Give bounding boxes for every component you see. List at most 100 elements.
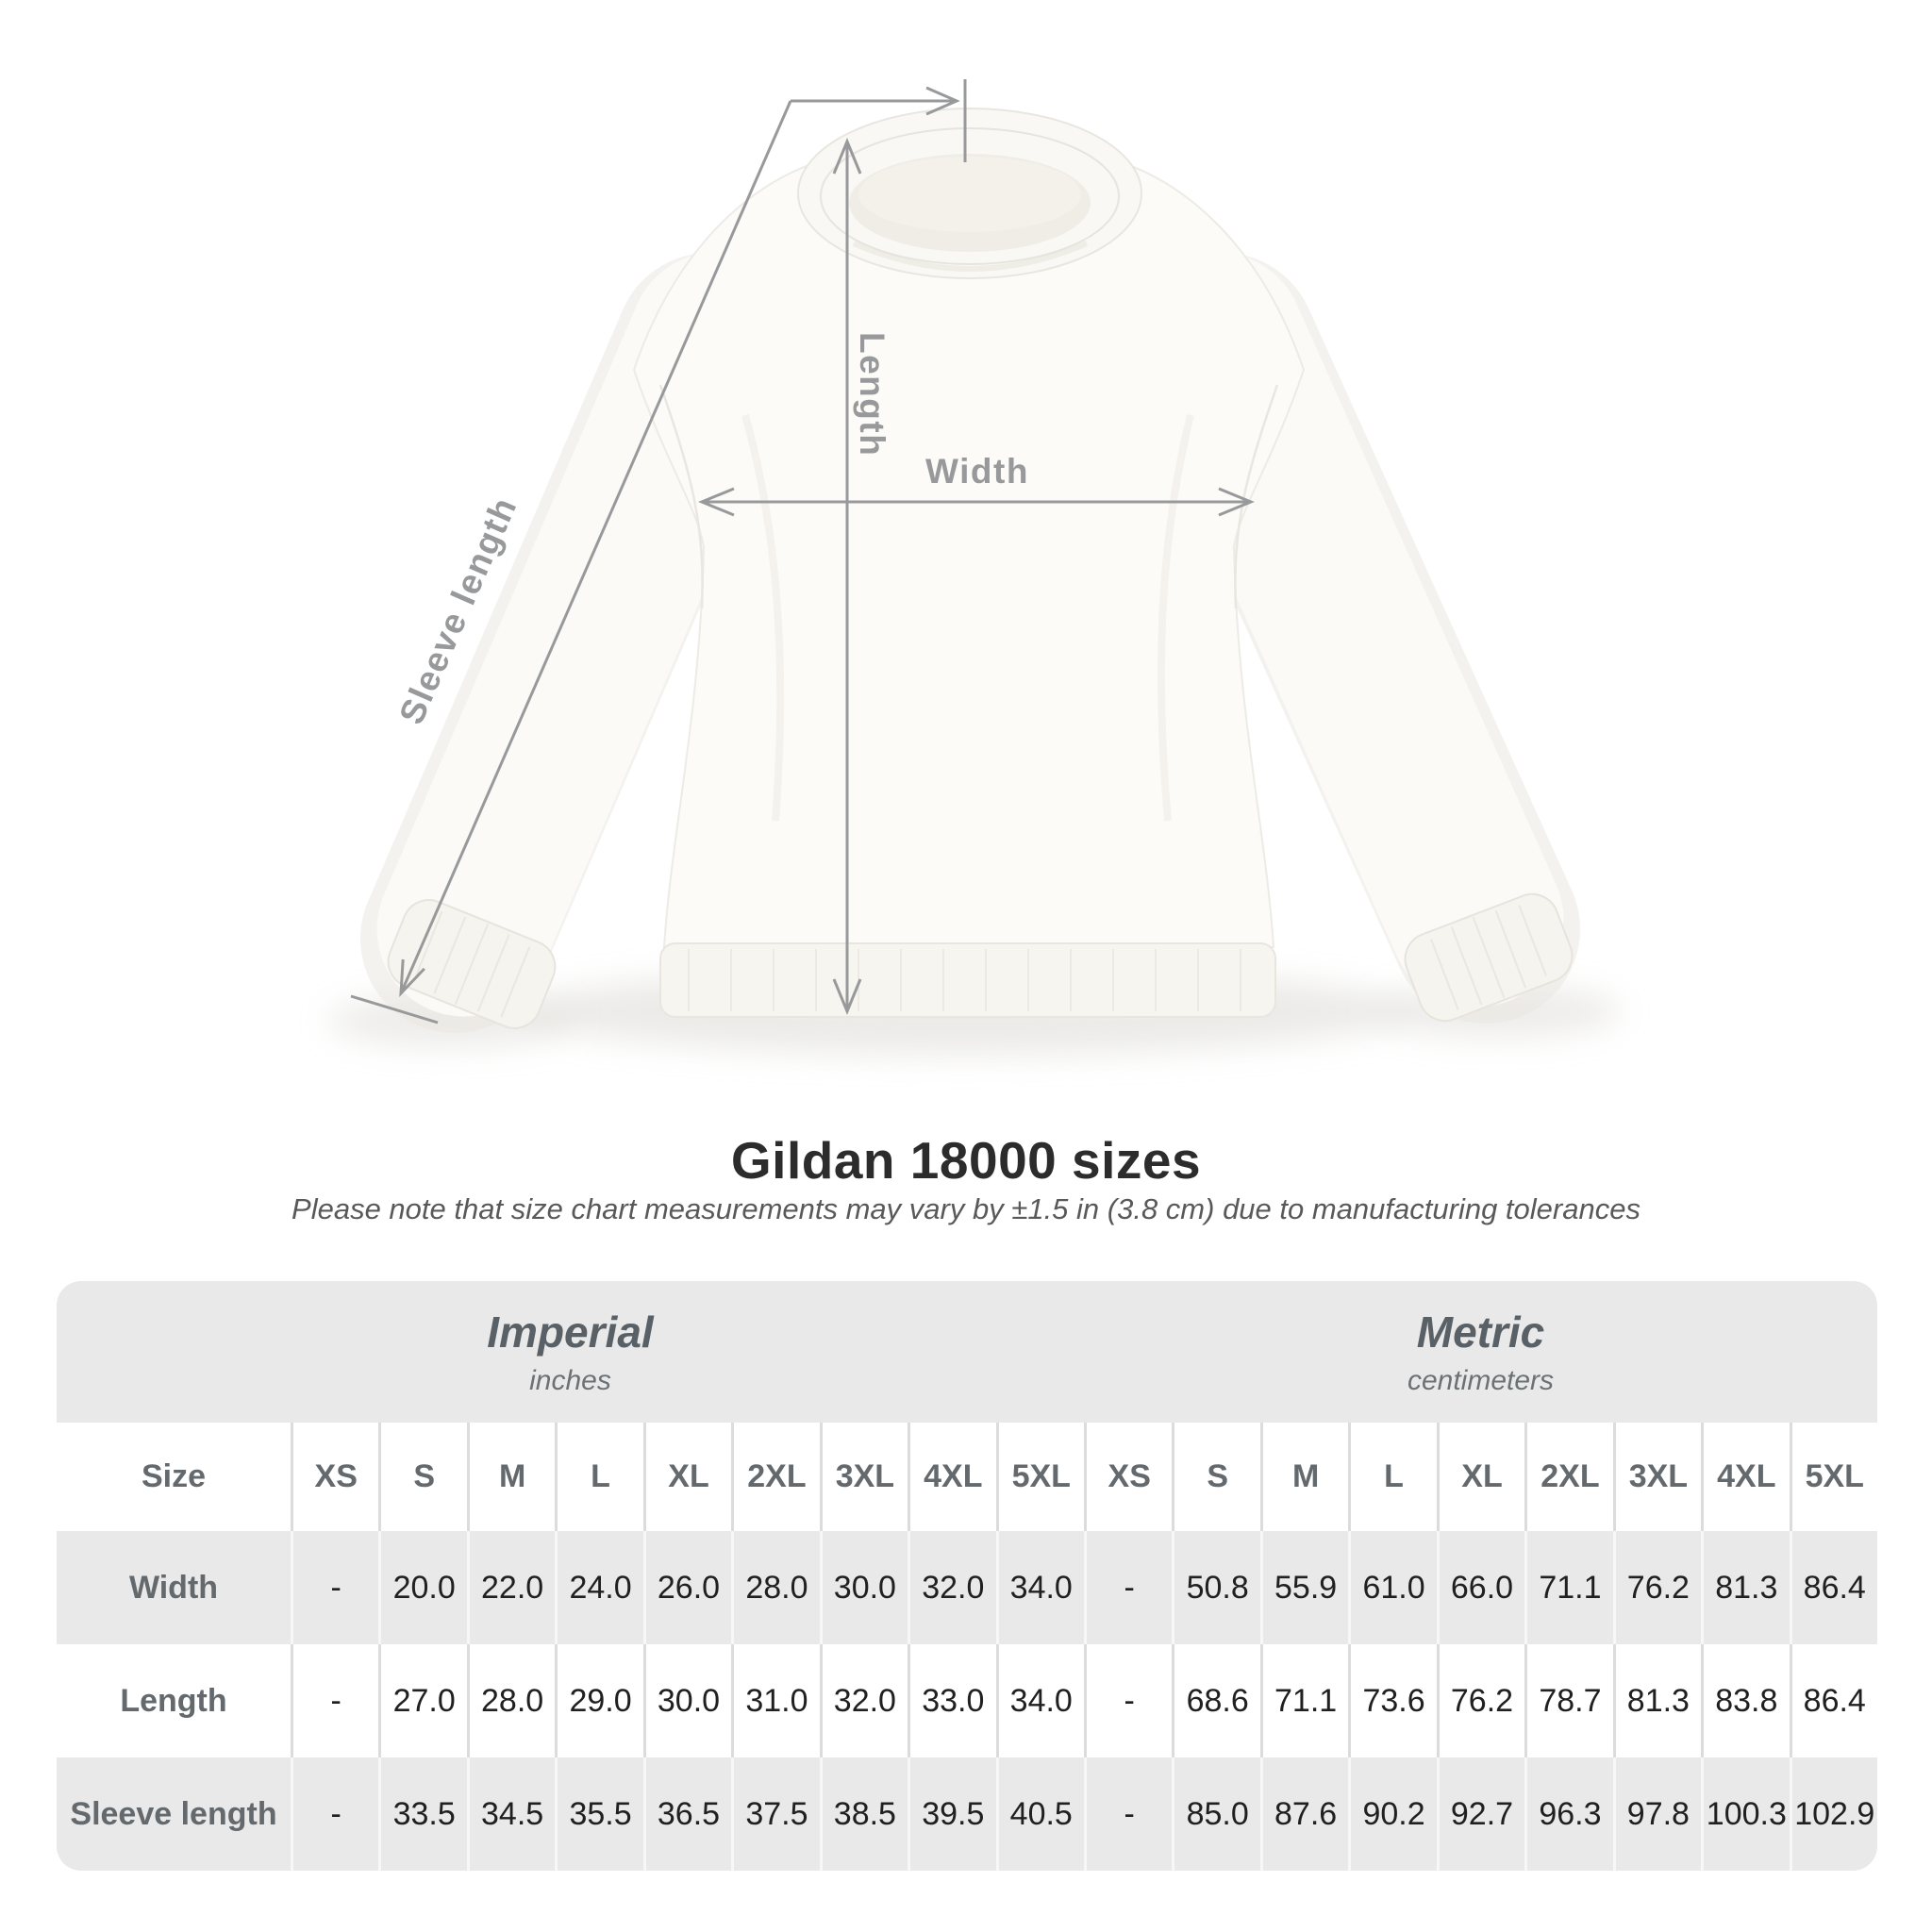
arrowhead-up xyxy=(832,138,862,175)
imperial-header-units: inches xyxy=(529,1365,611,1396)
value-cell: 37.5 xyxy=(731,1757,819,1871)
value-cell: 28.0 xyxy=(731,1531,819,1644)
value-cell: 86.4 xyxy=(1789,1531,1877,1644)
metric-header-title: Metric xyxy=(1416,1307,1545,1357)
arrowhead-down xyxy=(832,978,862,1015)
value-cell: 40.5 xyxy=(995,1757,1084,1871)
arrowhead-right xyxy=(925,86,960,116)
unit-header-row: Imperial inches Metric centimeters xyxy=(57,1281,1877,1423)
hem-band xyxy=(659,942,1276,1018)
value-cell: 50.8 xyxy=(1172,1531,1259,1644)
size-column-header: Size xyxy=(141,1458,207,1494)
right-cuff xyxy=(1404,892,1574,1023)
value-cell: 29.0 xyxy=(555,1644,642,1757)
value-cell: 81.3 xyxy=(1612,1644,1701,1757)
size-col-header: 5XL xyxy=(995,1423,1084,1531)
size-col-header: S xyxy=(1172,1423,1259,1531)
length-measure xyxy=(832,138,862,1015)
sleeve-length-row: Sleeve length -33.5 34.5 35.5 36.5 37.5 38.5 39… xyxy=(57,1757,1877,1871)
end-tick xyxy=(350,994,439,1024)
value-cell: 78.7 xyxy=(1524,1644,1612,1757)
length-measure-label: Length xyxy=(853,332,891,457)
width-row: Width -20.0 22.0 24.0 26.0 28.0 30.0 32.0 34.0-5… xyxy=(57,1531,1877,1644)
value-cell: 33.0 xyxy=(908,1644,995,1757)
size-table: Imperial inches Metric centimeters Size … xyxy=(57,1281,1877,1871)
value-cell: 66.0 xyxy=(1436,1531,1524,1644)
value-cell: 85.0 xyxy=(1172,1757,1259,1871)
value-cell: 96.3 xyxy=(1524,1757,1612,1871)
value-cell: - xyxy=(291,1757,378,1871)
value-cell: 87.6 xyxy=(1259,1757,1348,1871)
value-cell: 30.0 xyxy=(819,1531,908,1644)
imperial-header-title: Imperial xyxy=(487,1307,654,1357)
size-col-header: M xyxy=(466,1423,555,1531)
value-cell: 71.1 xyxy=(1524,1531,1612,1644)
size-col-header: XL xyxy=(1436,1423,1524,1531)
size-col-header: XS xyxy=(291,1423,378,1531)
size-col-header: S xyxy=(378,1423,466,1531)
value-cell: 92.7 xyxy=(1436,1757,1524,1871)
value-cell: 97.8 xyxy=(1612,1757,1701,1871)
value-cell: 100.3 xyxy=(1701,1757,1789,1871)
value-cell: 24.0 xyxy=(555,1531,642,1644)
value-cell: 38.5 xyxy=(819,1757,908,1871)
metric-header-units: centimeters xyxy=(1407,1365,1555,1396)
value-cell: 36.5 xyxy=(642,1757,731,1871)
sweatshirt-diagram: Width Length Sleeve length xyxy=(328,79,1621,1055)
value-cell: 34.5 xyxy=(466,1757,555,1871)
value-cell: 35.5 xyxy=(555,1757,642,1871)
size-col-header: XS xyxy=(1083,1423,1172,1531)
value-cell: 81.3 xyxy=(1701,1531,1789,1644)
value-cell: 68.6 xyxy=(1172,1644,1259,1757)
value-cell: 39.5 xyxy=(908,1757,995,1871)
size-col-header: 4XL xyxy=(1701,1423,1789,1531)
metric-header: Metric centimeters xyxy=(1084,1281,1877,1423)
value-cell: 31.0 xyxy=(731,1644,819,1757)
size-col-header: 2XL xyxy=(731,1423,819,1531)
size-col-header: L xyxy=(1348,1423,1436,1531)
value-cell: 34.0 xyxy=(995,1644,1084,1757)
value-cell: 71.1 xyxy=(1259,1644,1348,1757)
sweatshirt-body xyxy=(632,108,1306,1018)
value-cell: 30.0 xyxy=(642,1644,731,1757)
arrowhead-right xyxy=(1218,487,1255,517)
value-cell: - xyxy=(291,1644,378,1757)
row-label: Width xyxy=(128,1569,219,1606)
length-row: Length -27.0 28.0 29.0 30.0 31.0 32.0 33.0 34.0-… xyxy=(57,1644,1877,1757)
size-col-header: 3XL xyxy=(1612,1423,1701,1531)
size-col-header: 5XL xyxy=(1789,1423,1877,1531)
value-cell: 22.0 xyxy=(466,1531,555,1644)
row-label: Sleeve length xyxy=(70,1795,277,1832)
size-header-row: Size XS S M L XL 2XL 3XL 4XL 5XL XS S M L XL 2XL 3XL 4XL… xyxy=(57,1423,1877,1531)
value-cell: 20.0 xyxy=(378,1531,466,1644)
size-col-header: 4XL xyxy=(908,1423,995,1531)
value-cell: 76.2 xyxy=(1612,1531,1701,1644)
value-cell: 26.0 xyxy=(642,1531,731,1644)
tolerance-note: Please note that size chart measurements… xyxy=(291,1192,1641,1225)
size-col-header: 3XL xyxy=(819,1423,908,1531)
value-cell: - xyxy=(1083,1644,1172,1757)
value-cell: 55.9 xyxy=(1259,1531,1348,1644)
value-cell: 33.5 xyxy=(378,1757,466,1871)
size-col-header: L xyxy=(555,1423,642,1531)
width-measure xyxy=(698,487,1255,517)
value-cell: 90.2 xyxy=(1348,1757,1436,1871)
value-cell: 32.0 xyxy=(819,1644,908,1757)
value-cell: 76.2 xyxy=(1436,1644,1524,1757)
page-title: Gildan 18000 sizes xyxy=(730,1131,1202,1190)
value-cell: 34.0 xyxy=(995,1531,1084,1644)
width-measure-label: Width xyxy=(925,452,1029,491)
size-col-header: 2XL xyxy=(1524,1423,1612,1531)
left-cuff xyxy=(387,899,557,1029)
value-cell: 27.0 xyxy=(378,1644,466,1757)
sleeve-length-measure xyxy=(350,79,967,1024)
value-cell: 61.0 xyxy=(1348,1531,1436,1644)
crewneck-collar xyxy=(797,108,1142,279)
row-label: Length xyxy=(120,1682,227,1719)
value-cell: - xyxy=(1083,1531,1172,1644)
arrowhead-left xyxy=(698,487,735,517)
measurement-overlay xyxy=(350,79,1255,1024)
value-cell: 83.8 xyxy=(1701,1644,1789,1757)
value-cell: 102.9 xyxy=(1789,1757,1877,1871)
